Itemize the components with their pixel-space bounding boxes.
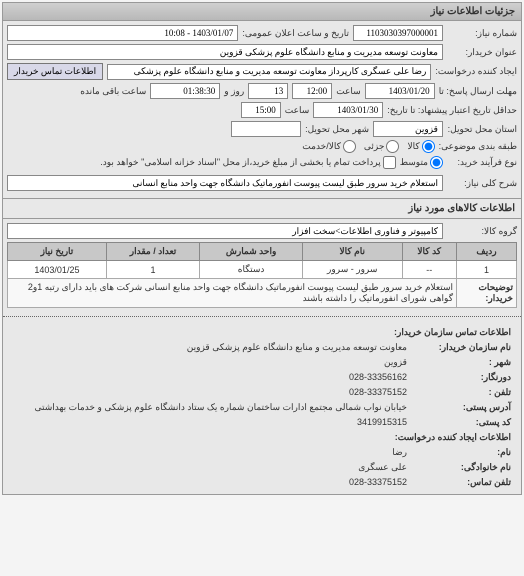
table-header-row: ردیف کد کالا نام کالا واحد شمارش تعداد /… xyxy=(8,243,517,261)
request-number-input[interactable] xyxy=(353,25,443,41)
approval-radio-0[interactable]: متوسط xyxy=(400,156,443,169)
receive-state-label: استان محل تحویل: xyxy=(447,124,517,135)
packaging-radio-0[interactable]: کالا xyxy=(407,140,434,153)
td-0: 1 xyxy=(457,261,517,279)
td-2: سرور - سرور xyxy=(302,261,402,279)
packaging-radio-1[interactable]: جزئی xyxy=(364,140,400,153)
validity-date-input[interactable] xyxy=(313,102,383,118)
deadline-date-input[interactable] xyxy=(365,83,435,99)
phone-value: 028-33375152 xyxy=(349,477,407,487)
request-number-label: شماره نیاز: xyxy=(447,28,517,39)
packaging-label: طبقه بندی موضوعی: xyxy=(439,141,517,152)
goods-group-label: گروه کالا: xyxy=(447,226,517,237)
table-desc-row: توضیحات خریدار: استعلام خرید سرور طبق لی… xyxy=(8,279,517,308)
city-label: شهر : xyxy=(411,357,511,368)
validity-time-label: ساعت xyxy=(285,105,310,116)
public-date-input[interactable] xyxy=(7,25,238,41)
validity-label: حداقل تاریخ اعتبار پیشنهاد: تا تاریخ: xyxy=(387,105,517,116)
name-label: نام: xyxy=(411,447,511,458)
phone-label: تلفن تماس: xyxy=(411,477,511,488)
th-5: تاریخ نیاز xyxy=(8,243,107,261)
th-0: ردیف xyxy=(457,243,517,261)
postal-value: 3419915315 xyxy=(357,417,407,427)
table-row: 1 -- سرور - سرور دستگاه 1 1403/01/25 xyxy=(8,261,517,279)
deadline-time-input[interactable] xyxy=(292,83,332,99)
td-4: 1 xyxy=(106,261,199,279)
details-panel: جزئیات اطلاعات نیاز شماره نیاز: تاریخ و … xyxy=(2,2,522,495)
th-2: نام کالا xyxy=(302,243,402,261)
th-3: واحد شمارش xyxy=(200,243,303,261)
receive-city-label: شهر محل تحویل: xyxy=(305,124,369,135)
postal-label: کد پستی: xyxy=(411,417,511,428)
buyer-title-label: عنوان خریدار: xyxy=(447,47,517,58)
buyer-title-input[interactable] xyxy=(7,44,443,60)
summary-label: شرح کلی نیاز: xyxy=(447,178,517,189)
contact-section-title: اطلاعات تماس سازمان خریدار: xyxy=(394,327,511,338)
packaging-radio-group: کالا جزئی کالا/خدمت xyxy=(302,140,434,153)
receive-state-input[interactable] xyxy=(373,121,443,137)
th-4: تعداد / مقدار xyxy=(106,243,199,261)
panel-title: جزئیات اطلاعات نیاز xyxy=(3,3,521,21)
org-label: نام سازمان خریدار: xyxy=(411,342,511,353)
tel-label: تلفن : xyxy=(411,387,511,398)
approval-label: نوع فرآیند خرید: xyxy=(447,157,517,168)
family-value: علی عسگری xyxy=(358,462,407,473)
summary-input[interactable] xyxy=(7,175,443,191)
deadline-time-label: ساعت xyxy=(336,86,361,97)
validity-time-input[interactable] xyxy=(241,102,281,118)
remaining-time-input[interactable] xyxy=(150,83,220,99)
creator-label: ایجاد کننده درخواست: xyxy=(435,66,517,77)
org-value: معاونت توسعه مدیریت و منابع دانشگاه علوم… xyxy=(187,342,407,353)
family-label: نام خانوادگی: xyxy=(411,462,511,473)
packaging-radio-2[interactable]: کالا/خدمت xyxy=(302,140,356,153)
tel-value: 028-33375152 xyxy=(349,387,407,397)
td-1: -- xyxy=(402,261,457,279)
goods-table: ردیف کد کالا نام کالا واحد شمارش تعداد /… xyxy=(7,242,517,308)
address-value: خیابان نواب شمالی مجتمع ادارات ساختمان ش… xyxy=(35,402,407,413)
approval-checkbox[interactable]: پرداخت تمام یا بخشی از مبلغ خرید،از محل … xyxy=(100,156,395,169)
td-3: دستگاه xyxy=(200,261,303,279)
receive-city-input[interactable] xyxy=(231,121,301,137)
td-5: 1403/01/25 xyxy=(8,261,107,279)
city-value: قزوین xyxy=(384,357,407,368)
goods-section-title: اطلاعات کالاهای مورد نیاز xyxy=(3,198,521,219)
name-value: رضا xyxy=(392,447,407,458)
public-date-label: تاریخ و ساعت اعلان عمومی: xyxy=(242,28,349,39)
deadline-label: مهلت ارسال پاسخ: تا xyxy=(439,86,517,97)
contact-button[interactable]: اطلاعات تماس خریدار xyxy=(7,63,103,80)
goods-group-input[interactable] xyxy=(7,223,443,239)
fax-value: 028-33356162 xyxy=(349,372,407,382)
desc-value: استعلام خرید سرور طبق لیست پیوست انفورما… xyxy=(8,279,457,308)
remaining-time-label: ساعت باقی مانده xyxy=(80,86,146,97)
remaining-days-label: روز و xyxy=(224,86,244,97)
remaining-days-input[interactable] xyxy=(248,83,288,99)
creator-info-label: اطلاعات ایجاد کننده درخواست: xyxy=(395,432,511,443)
address-label: آدرس پستی: xyxy=(411,402,511,413)
desc-label: توضیحات خریدار: xyxy=(457,279,517,308)
fax-label: دورنگار: xyxy=(411,372,511,383)
creator-input[interactable] xyxy=(107,64,431,80)
th-1: کد کالا xyxy=(402,243,457,261)
